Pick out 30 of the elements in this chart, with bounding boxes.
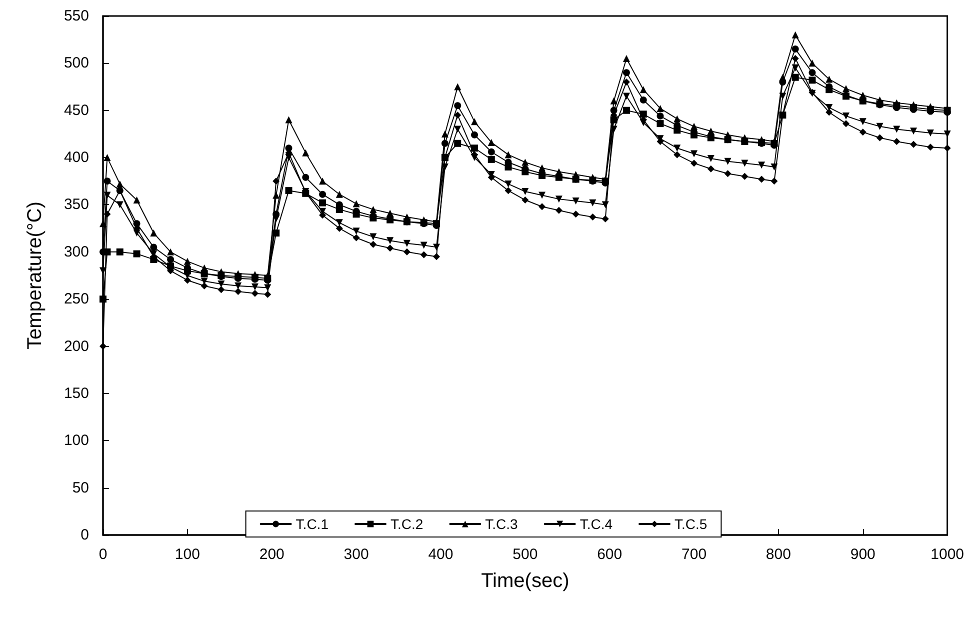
y-tick-label: 150 [64,384,89,402]
legend-label: T.C.3 [485,516,518,532]
x-tick-label: 0 [98,546,108,563]
y-tick-label: 300 [64,243,89,260]
legend-label: T.C.1 [296,516,329,532]
y-axis-title: Temperature(°C) [24,201,46,350]
y-tick-label: 100 [64,432,89,450]
legend-label: T.C.2 [390,516,424,532]
x-tick-label: 800 [766,546,791,563]
y-tick-label: 400 [64,149,89,166]
y-tick-label: 200 [64,338,89,355]
legend-label: T.C.5 [674,516,708,532]
y-tick-label: 50 [72,479,89,496]
x-tick-label: 500 [512,546,538,563]
x-tick-label: 200 [259,546,284,563]
y-tick-label: 450 [64,102,89,119]
x-tick-label: 1000 [930,546,964,563]
x-tick-label: 700 [682,546,707,563]
legend-label: T.C.4 [580,516,613,532]
y-tick-label: 250 [64,290,89,308]
y-tick-label: 0 [80,526,89,544]
x-tick-label: 900 [850,546,876,563]
x-tick-label: 600 [597,546,622,563]
x-tick-label: 300 [344,546,369,563]
y-tick-label: 500 [64,54,89,72]
y-tick-label: 550 [64,8,89,24]
y-tick-label: 350 [64,196,89,214]
x-tick-label: 400 [428,546,454,563]
x-tick-label: 100 [174,546,200,563]
x-axis-title: Time(sec) [481,570,570,592]
